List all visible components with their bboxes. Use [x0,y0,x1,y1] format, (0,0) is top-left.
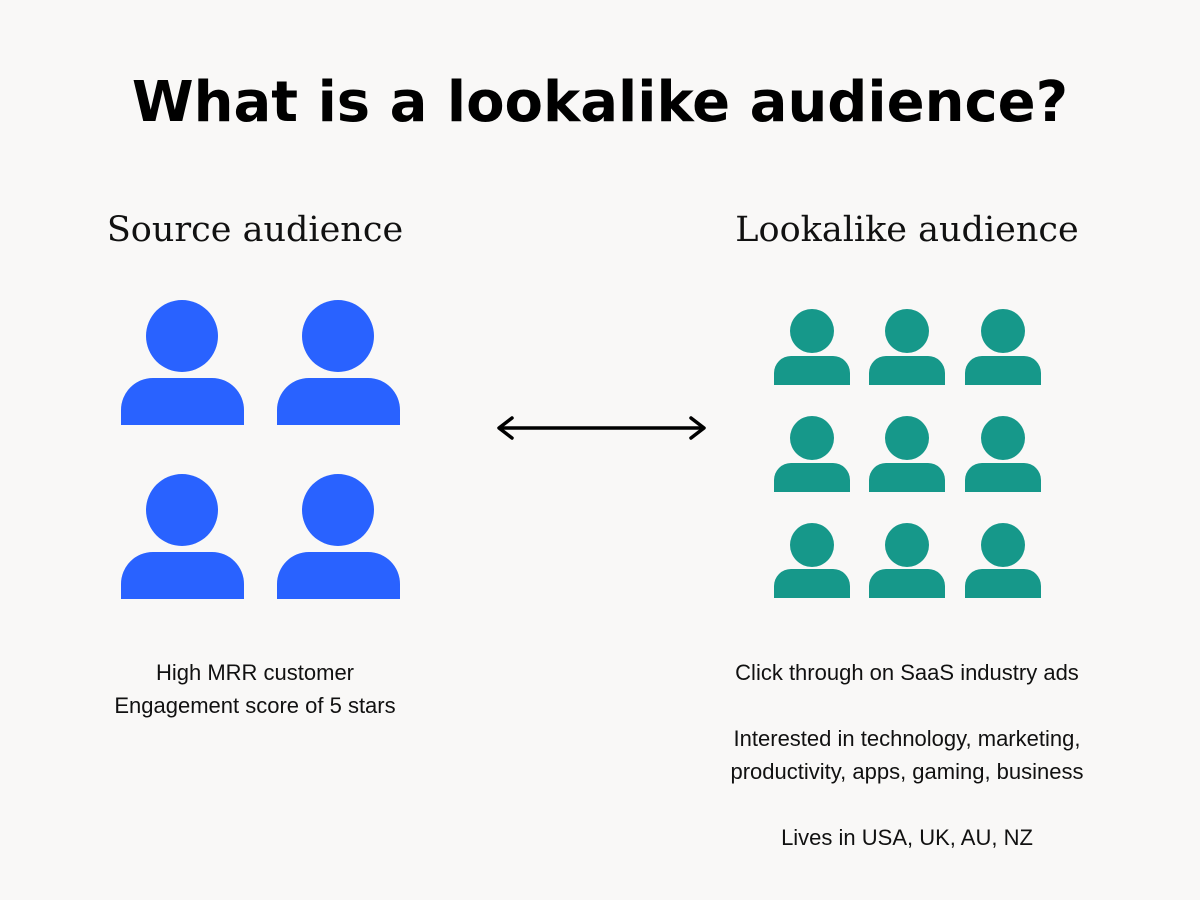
person-head [885,416,929,460]
person-head [146,474,218,546]
person-head [790,416,834,460]
source-audience-description: High MRR customer Engagement score of 5 … [5,656,505,722]
person-body [965,569,1041,598]
description-line [657,689,1157,722]
description-line: Click through on SaaS industry ads [735,660,1079,685]
page-title: What is a lookalike audience? [131,70,1069,135]
description-line: Lives in USA, UK, AU, NZ [781,825,1033,850]
person-body [276,552,400,599]
person-body [965,463,1041,492]
description-line [657,788,1157,821]
person-head [885,523,929,567]
person-head [981,416,1025,460]
person-body [774,463,850,492]
description-line: High MRR customer [155,660,355,685]
person-head [302,300,374,372]
person-head [981,523,1025,567]
person-body [965,356,1041,385]
description-line: productivity, apps, gaming, business [730,759,1084,784]
person-head [981,309,1025,353]
person-head [146,300,218,372]
lookalike-audience-description: Click through on SaaS industry ads Inter… [657,656,1157,854]
person-head [302,474,374,546]
person-body [869,569,945,598]
description-line: Interested in technology, marketing, [733,726,1081,751]
person-body [774,569,850,598]
description-line: Engagement score of 5 stars [114,693,396,718]
lookalike-audience-heading: Lookalike audience [735,210,1079,250]
person-head [885,309,929,353]
person-head [790,523,834,567]
person-body [869,356,945,385]
source-audience-heading: Source audience [106,210,404,250]
person-head [790,309,834,353]
person-body [120,552,244,599]
person-body [120,378,244,425]
person-body [276,378,400,425]
person-body [869,463,945,492]
person-body [774,356,850,385]
